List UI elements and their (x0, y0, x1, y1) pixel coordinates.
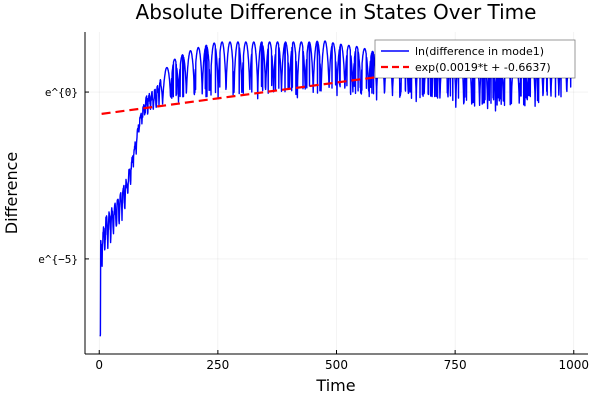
chart-title: Absolute Difference in States Over Time (136, 0, 537, 24)
series-line-mode1 (99, 40, 575, 337)
plot-area (99, 40, 575, 337)
x-tick-label: 1000 (558, 358, 589, 372)
legend-entry: ln(difference in mode1) (415, 45, 544, 58)
y-tick-label: e^{−5} (38, 253, 78, 266)
x-tick-label: 250 (206, 358, 229, 372)
legend-entry: exp(0.0019*t + -0.6637) (415, 61, 551, 74)
x-tick-label: 750 (444, 358, 467, 372)
x-tick-label: 0 (95, 358, 103, 372)
legend-box (374, 39, 576, 79)
x-tick-label: 500 (325, 358, 348, 372)
y-tick-label: e^{0} (45, 86, 78, 99)
x-axis-label: Time (315, 376, 355, 395)
legend: ln(difference in mode1) exp(0.0019*t + -0… (374, 39, 576, 79)
y-axis-label: Difference (2, 152, 21, 234)
axes: 0 250 500 750 1000 e^{−5} e^{0} (38, 32, 589, 372)
